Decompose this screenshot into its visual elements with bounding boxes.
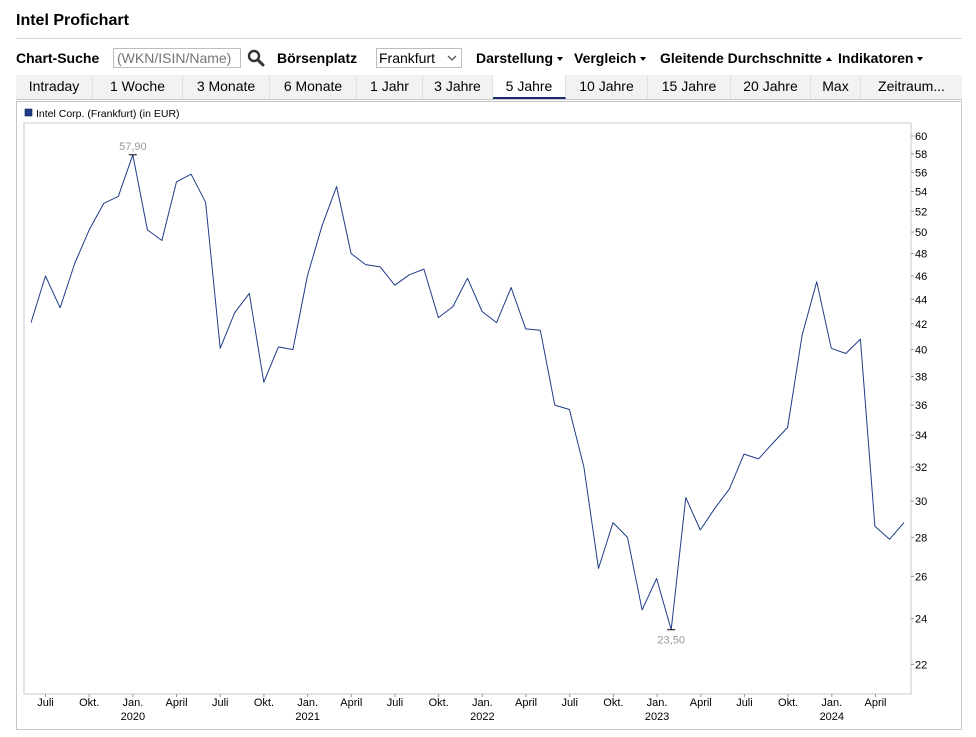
x-tick-label: Juli [736,697,753,709]
exchange-select-value: Frankfurt [379,50,436,66]
timeframe-tabs: Intraday 1 Woche 3 Monate 6 Monate 1 Jah… [16,75,962,100]
caret-down-icon [557,57,564,62]
y-tick-label: 38 [915,372,927,384]
x-tick-label: Juli [561,697,578,709]
exchange-select[interactable]: Frankfurt [376,48,462,68]
compare-menu-label: Vergleich [574,50,637,66]
y-tick-label: 46 [915,271,927,283]
x-tick-label: April [166,697,188,709]
caret-down-icon [917,57,924,62]
chart-toolbar: Chart-Suche Börsenplatz Frankfurt Darste… [16,48,962,70]
tab-3-jahre[interactable]: 3 Jahre [423,75,493,99]
page-title: Intel Profichart [16,12,129,29]
chart-search-input[interactable] [113,48,241,68]
annotations: 57,90 23,50 [119,141,685,647]
x-tick-year-label: 2022 [470,711,494,723]
x-tick-label: April [690,697,712,709]
tab-10-jahre[interactable]: 10 Jahre [566,75,648,99]
tab-1-woche[interactable]: 1 Woche [93,75,183,99]
y-tick-label: 54 [915,187,927,199]
price-line [30,154,905,631]
y-tick-label: 44 [915,294,927,306]
tab-20-jahre[interactable]: 20 Jahre [731,75,811,99]
caret-down-icon [640,57,647,62]
y-tick-label: 32 [915,462,927,474]
y-tick-label: 36 [915,400,927,412]
y-tick-label: 26 [915,571,927,583]
max-value-label: 57,90 [119,141,147,153]
x-axis: Juli Okt. Jan. 2020 April Juli Okt. Jan. 2021 Apr… [37,694,887,723]
x-tick-year-label: 2023 [645,711,669,723]
min-value-label: 23,50 [657,635,685,647]
y-tick-label: 34 [915,430,927,442]
y-tick-label: 28 [915,532,927,544]
y-tick-label: 42 [915,319,927,331]
x-tick-label: Juli [37,697,54,709]
y-tick-label: 24 [915,614,927,626]
x-tick-label: Jan. [821,697,842,709]
indicators-menu-label: Indikatoren [838,50,914,66]
x-tick-label: Jan. [122,697,143,709]
caret-up-icon [825,57,832,62]
y-tick-label: 56 [915,167,927,179]
y-tick-label: 22 [915,659,927,671]
chart-panel [16,101,962,730]
tab-intraday[interactable]: Intraday [16,75,93,99]
tab-zeitraum[interactable]: Zeitraum... [878,78,945,94]
tab-5-jahre[interactable]: 5 Jahre [493,75,566,99]
tab-3-monate[interactable]: 3 Monate [183,75,270,99]
search-icon[interactable] [247,49,265,67]
x-tick-label: Jan. [472,697,493,709]
indicators-menu[interactable]: Indikatoren [838,50,924,66]
x-tick-year-label: 2021 [295,711,319,723]
tab-max[interactable]: Max [811,75,861,99]
moving-average-menu[interactable]: Gleitende Durchschnitte [660,50,832,66]
y-tick-label: 48 [915,249,927,261]
y-tick-label: 60 [915,131,927,143]
display-menu-label: Darstellung [476,50,554,66]
legend-swatch [24,108,33,117]
y-tick-label: 30 [915,496,927,508]
x-tick-label: Jan. [647,697,668,709]
tab-1-jahr[interactable]: 1 Jahr [357,75,423,99]
display-menu[interactable]: Darstellung [476,50,564,66]
x-tick-label: April [515,697,537,709]
y-axis: 22 24 26 28 30 32 34 36 38 40 42 44 46 48 50 52 54 56 58 60 [911,131,927,671]
x-tick-label: Juli [387,697,404,709]
title-divider [16,38,962,39]
tab-15-jahre[interactable]: 15 Jahre [648,75,731,99]
x-tick-label: Okt. [429,697,449,709]
x-tick-label: Okt. [603,697,623,709]
moving-average-menu-label: Gleitende Durchschnitte [660,50,822,66]
y-tick-label: 52 [915,206,927,218]
y-tick-label: 58 [915,149,927,161]
legend-label: Intel Corp. (Frankfurt) (in EUR) [36,108,180,120]
chevron-down-icon [447,55,457,61]
chart-search-label: Chart-Suche [16,50,100,66]
compare-menu[interactable]: Vergleich [574,50,647,66]
y-tick-label: 50 [915,227,927,239]
x-tick-label: Juli [212,697,229,709]
x-tick-label: Okt. [778,697,798,709]
tab-6-monate[interactable]: 6 Monate [270,75,357,99]
x-tick-label: April [340,697,362,709]
x-tick-label: Okt. [79,697,99,709]
exchange-label: Börsenplatz [277,50,358,66]
plot-area [23,122,912,695]
x-tick-year-label: 2024 [820,711,844,723]
y-tick-label: 40 [915,345,927,357]
x-tick-year-label: 2020 [121,711,145,723]
x-tick-label: Jan. [297,697,318,709]
x-tick-label: April [864,697,886,709]
x-tick-label: Okt. [254,697,274,709]
